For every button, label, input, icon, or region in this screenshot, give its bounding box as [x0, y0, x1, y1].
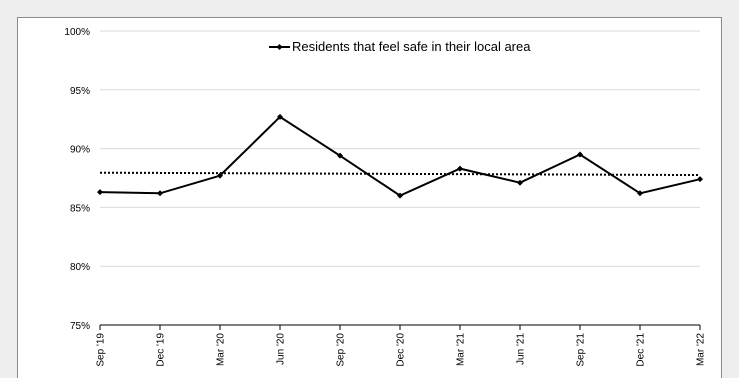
- legend: Residents that feel safe in their local …: [269, 39, 531, 54]
- y-tick-label: 80%: [70, 262, 90, 273]
- x-tick-label: Sep '20: [336, 333, 347, 367]
- y-tick-label: 85%: [70, 203, 90, 214]
- data-point: [157, 190, 163, 197]
- y-tick-label: 95%: [70, 86, 90, 97]
- data-point: [517, 179, 523, 186]
- x-tick-label: Dec '21: [636, 333, 647, 367]
- series-group: [97, 113, 703, 199]
- data-point: [277, 113, 283, 120]
- y-tick-label: 90%: [70, 145, 90, 156]
- data-point: [217, 172, 223, 179]
- legend-marker: [276, 44, 283, 50]
- x-tick-label: Dec '19: [156, 333, 167, 367]
- gridlines: [100, 30, 700, 267]
- y-axis: 75% 80% 85% 90% 95% 100%: [64, 27, 90, 332]
- x-tick-label: Jun '21: [516, 333, 527, 365]
- data-point: [457, 165, 463, 172]
- data-point: [337, 152, 343, 159]
- x-tick-label: Mar '22: [696, 333, 707, 366]
- data-point: [397, 192, 403, 199]
- y-tick-label: 75%: [70, 321, 90, 332]
- trendline-line: [99, 171, 701, 177]
- data-point: [637, 190, 643, 197]
- x-tick-label: Dec '20: [396, 333, 407, 367]
- data-point: [97, 189, 103, 196]
- x-tick-label: Jun '20: [276, 333, 287, 365]
- series-line: [99, 115, 701, 197]
- x-axis: Sep '19 Dec '19 Mar '20 Jun '20 Sep '20 Dec '…: [96, 324, 707, 367]
- x-tick-label: Mar '21: [456, 333, 467, 366]
- x-tick-label: Mar '20: [216, 333, 227, 366]
- x-tick-label: Sep '19: [96, 333, 107, 367]
- data-point: [697, 176, 703, 183]
- trendline: [99, 171, 701, 177]
- chart-frame: [17, 17, 722, 378]
- data-point: [577, 151, 583, 158]
- legend-label: Residents that feel safe in their local …: [292, 39, 531, 54]
- x-tick-label: Sep '21: [576, 333, 587, 367]
- y-tick-label: 100%: [64, 27, 90, 38]
